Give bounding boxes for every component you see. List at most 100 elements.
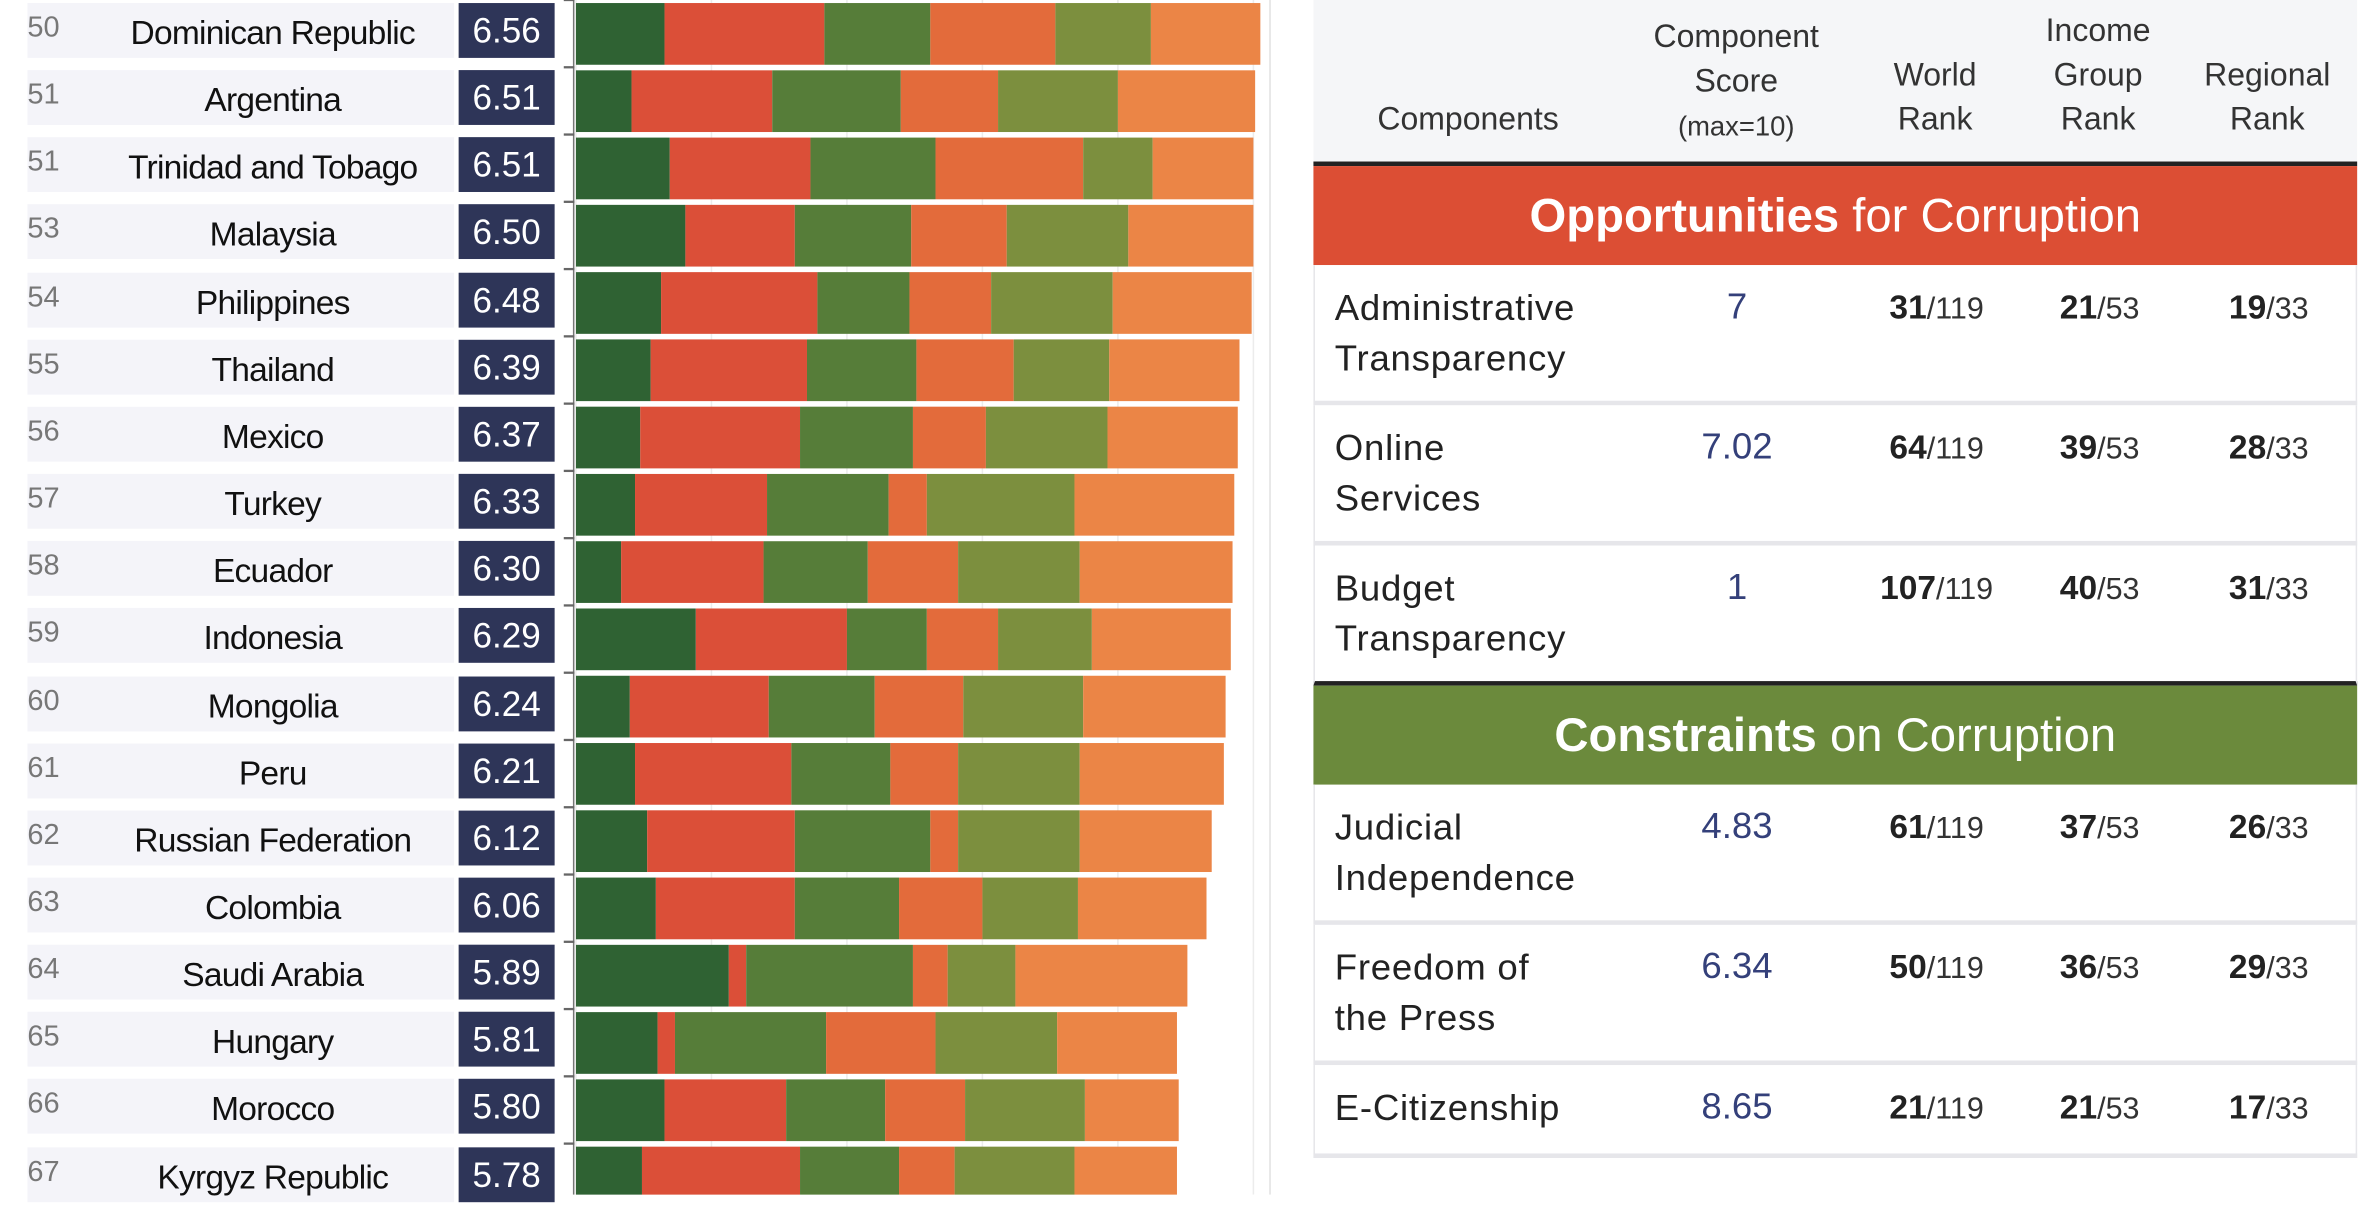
- bar-segment-6: [1079, 743, 1224, 805]
- header-world-line1: World: [1893, 57, 1977, 93]
- section-title-bold: Constraints: [1554, 708, 1817, 762]
- component-name-line1: Judicial: [1334, 807, 1463, 849]
- bar-segment-6: [1057, 1012, 1177, 1074]
- bar-segment-3: [800, 406, 913, 469]
- country-name-box: Indonesia: [27, 608, 455, 664]
- bar-segment-5: [998, 70, 1118, 133]
- bar-segment-1: [575, 810, 648, 873]
- header-income-line1: Income: [2045, 13, 2151, 49]
- bar-segment-6: [1083, 675, 1226, 738]
- bar-segment-5: [998, 608, 1092, 671]
- bar-segment-5: [1006, 204, 1129, 267]
- component-name-line2: Transparency: [1334, 338, 1567, 380]
- world-rank: 31/119: [1853, 288, 2021, 328]
- component-score: 7.02: [1701, 426, 1773, 468]
- country-name: Saudi Arabia: [182, 955, 364, 994]
- component-name: Judicial Independence: [1335, 803, 1625, 904]
- header-regional-line1: Regional: [2204, 57, 2331, 93]
- bar-segment-6: [1109, 339, 1240, 402]
- bar-segment-2: [664, 1079, 787, 1142]
- component-score: 6.34: [1701, 946, 1773, 988]
- income-rank-value: 21: [2059, 287, 2098, 327]
- country-row: Ecuador 58 6.30: [0, 538, 1265, 605]
- component-name-line1: Freedom of: [1334, 947, 1530, 989]
- regional-rank-total: /33: [2266, 952, 2309, 986]
- country-rank: 53: [27, 213, 60, 246]
- country-name: Argentina: [204, 80, 342, 120]
- world-rank-value: 107: [1880, 568, 1937, 607]
- bar-segment-5: [954, 1146, 1075, 1195]
- component-name-line1: Online: [1334, 428, 1446, 470]
- country-name-box: Kyrgyz Republic: [27, 1146, 455, 1202]
- world-rank-value: 64: [1889, 428, 1927, 467]
- header-score-line3: (max=10): [1618, 104, 1854, 150]
- header-income-group-rank: Income Group Rank: [2014, 9, 2182, 142]
- regional-rank-value: 31: [2228, 568, 2267, 607]
- country-row: Mongolia 60 6.24: [0, 673, 1265, 740]
- bar-segment-5: [935, 1012, 1058, 1074]
- country-name: Trinidad and Tobago: [128, 148, 418, 187]
- bar-segment-4: [930, 3, 1056, 65]
- country-score: 6.21: [458, 743, 555, 798]
- component-name: Freedom of the Press: [1335, 943, 1625, 1044]
- country-name: Morocco: [211, 1090, 335, 1129]
- component-name-line2: Independence: [1334, 857, 1576, 899]
- bar-segment-1: [575, 3, 665, 65]
- country-row: Argentina 51 6.51: [0, 67, 1265, 134]
- country-score: 6.29: [458, 608, 555, 664]
- bar-segment-1: [575, 608, 696, 671]
- bar-segment-3: [791, 743, 891, 805]
- world-rank: 21/119: [1853, 1088, 2021, 1128]
- country-rank: 51: [27, 146, 60, 179]
- income-rank: 36/53: [2016, 948, 2184, 988]
- income-rank-total: /53: [2097, 1092, 2140, 1127]
- country-row: Dominican Republic 50 6.56: [0, 0, 1265, 67]
- country-name: Malaysia: [209, 215, 337, 254]
- table-row: Administrative Transparency 7 31/119 21/53…: [1313, 265, 2358, 406]
- country-score: 5.89: [458, 944, 555, 1000]
- bar-segment-2: [657, 1012, 675, 1074]
- country-score: 5.78: [458, 1146, 555, 1202]
- country-row: Indonesia 59 6.29: [0, 605, 1265, 672]
- bar-segment-6: [1074, 473, 1235, 536]
- country-rank: 67: [27, 1155, 60, 1188]
- bar-segment-4: [916, 339, 1014, 402]
- header-components: Components: [1377, 102, 1559, 138]
- world-rank-value: 61: [1889, 807, 1927, 846]
- country-rank: 56: [27, 415, 60, 448]
- bar-segment-3: [674, 1012, 827, 1074]
- bar-segment-4: [930, 810, 959, 873]
- country-name-box: Mongolia: [27, 675, 455, 731]
- bar-segment-6: [1079, 541, 1233, 603]
- country-name: Hungary: [212, 1022, 334, 1061]
- bar-segment-6: [1150, 3, 1261, 65]
- bar-segment-4: [874, 675, 964, 738]
- country-row: Hungary 65 5.81: [0, 1009, 1265, 1076]
- header-score-line2: Score: [1694, 63, 1779, 100]
- regional-rank: 26/33: [2185, 808, 2353, 848]
- country-name: Philippines: [195, 282, 351, 321]
- bar-segment-1: [575, 406, 641, 469]
- bar-segment-1: [575, 473, 636, 536]
- bar-segment-6: [1015, 944, 1188, 1007]
- income-rank-value: 37: [2059, 807, 2098, 846]
- country-name-box: Saudi Arabia: [27, 944, 455, 1000]
- header-component-score: Component Score (max=10): [1618, 15, 1854, 149]
- bar-segment-2: [641, 1146, 801, 1195]
- country-rank: 61: [27, 752, 60, 785]
- country-score: 6.51: [458, 70, 555, 126]
- income-rank-total: /53: [2097, 572, 2140, 607]
- bar-segment-4: [890, 743, 959, 805]
- country-name-box: Peru: [27, 743, 455, 798]
- country-score: 6.39: [458, 339, 555, 395]
- world-rank-total: /119: [1926, 292, 1984, 327]
- header-regional-rank: Regional Rank: [2182, 53, 2353, 141]
- country-row: Trinidad and Tobago 51 6.51: [0, 135, 1265, 202]
- header-score-line1: Component: [1653, 19, 1819, 55]
- country-score: 6.06: [458, 877, 555, 933]
- world-rank-value: 21: [1889, 1087, 1927, 1127]
- bar-segment-5: [958, 541, 1080, 603]
- country-name-box: Morocco: [27, 1079, 455, 1135]
- bar-segment-2: [635, 473, 768, 536]
